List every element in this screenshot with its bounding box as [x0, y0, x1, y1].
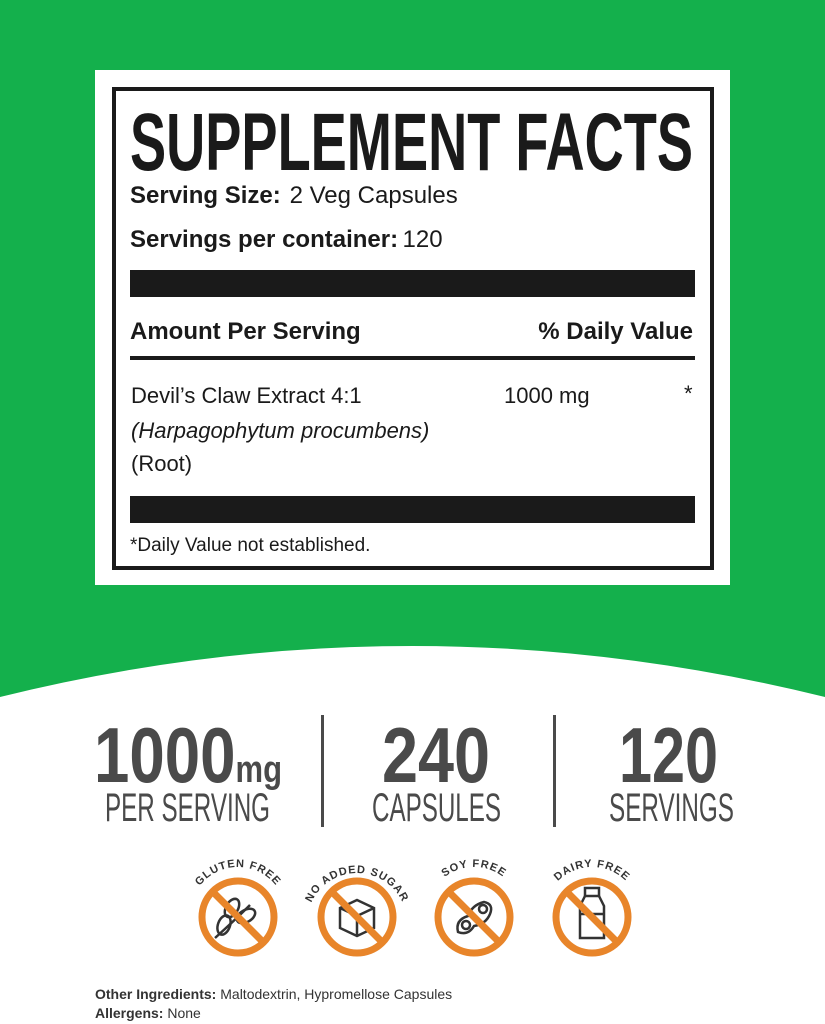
allergens: Allergens: None [95, 1005, 201, 1021]
ingredient-daily-value: * [684, 381, 693, 406]
stat-per-serving-label: PER SERVING [105, 786, 270, 830]
ingredient-name: Devil’s Claw Extract 4:1 [131, 383, 362, 408]
badge-gluten-free: GLUTEN FREE [193, 858, 282, 957]
soybean-icon [456, 900, 493, 935]
ingredient-amount: 1000 mg [504, 383, 590, 408]
thin-rule [130, 356, 695, 360]
ingredient-latin-name: (Harpagophytum procumbens) [131, 418, 430, 443]
stat-servings-number: 120 [619, 711, 718, 799]
thick-rule [130, 270, 695, 297]
other-ingredients: Other Ingredients: Maltodextrin, Hyprome… [95, 986, 453, 1002]
stat-capsules-label: CAPSULES [372, 786, 501, 830]
amount-per-serving-header: Amount Per Serving [130, 318, 361, 345]
supplement-facts-title: SUPPLEMENT FACTS [130, 97, 693, 188]
stat-divider [553, 715, 556, 827]
serving-size-row: Serving Size: 2 Veg Capsules [130, 182, 458, 209]
badge-no-added-sugar: NO ADDED SUGAR [303, 864, 410, 957]
stat-divider [321, 715, 324, 827]
stat-servings-label: SERVINGS [609, 786, 734, 830]
thick-rule-bottom [130, 496, 695, 523]
supplement-facts-border [112, 87, 714, 570]
footnote: *Daily Value not established. [130, 535, 371, 556]
ingredient-part: (Root) [131, 451, 193, 476]
badge-soy-free: SOY FREE [434, 858, 514, 957]
svg-text:SOY FREE: SOY FREE [439, 858, 508, 880]
wheat-icon [214, 897, 257, 939]
daily-value-header: % Daily Value [538, 318, 693, 345]
badge-dairy-free: DAIRY FREE [552, 858, 632, 957]
stat-per-serving-number: 1000mg [94, 711, 282, 799]
stat-capsules-number: 240 [382, 711, 490, 799]
dietary-badges: GLUTEN FREE NO ADDED SUGAR SOY FREE DAIR… [193, 858, 632, 957]
servings-per-container-row: Servings per container: 120 [130, 226, 443, 253]
